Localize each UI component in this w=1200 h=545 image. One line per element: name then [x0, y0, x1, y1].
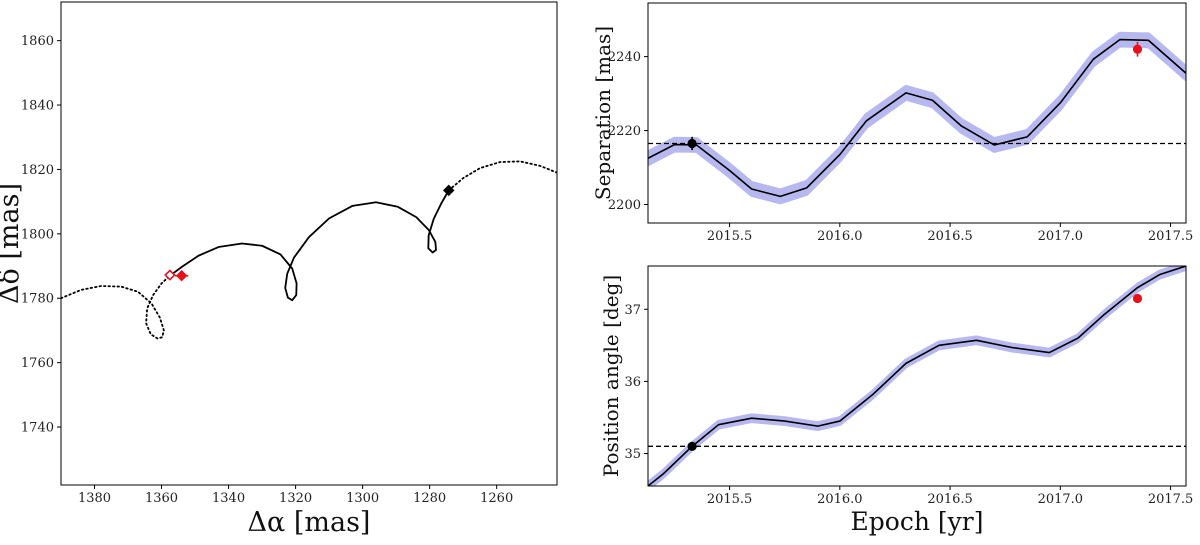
sky-xtick-label: 1260 — [480, 491, 513, 506]
pa-obs-point — [1132, 293, 1143, 304]
sep-obs-point — [1132, 44, 1143, 54]
sky-ytick-label: 1860 — [21, 34, 54, 49]
sep-xtick-label: 2016.5 — [927, 229, 973, 244]
pa-xtick-label: 2015.5 — [707, 492, 753, 507]
sky-ytick-label: 1800 — [21, 227, 54, 242]
sky-ytick-label: 1780 — [21, 292, 54, 307]
sky-panel: 1380 1360 1340 1320 1300 1280 1260 1740 1760 1780… — [0, 1, 558, 538]
sky-plot-area — [61, 160, 557, 340]
pa-ytick-label: 37 — [624, 303, 641, 318]
sky-xtick-label: 1300 — [346, 491, 379, 506]
sep-uncertainty-band — [648, 31, 1186, 205]
pa-ytick-label: 36 — [624, 375, 641, 390]
sep-ylabel: Separation [mas] — [591, 26, 615, 200]
sky-xtick-label: 1360 — [145, 491, 178, 506]
pa-ytick-label: 35 — [624, 447, 641, 462]
pa-panel: 2015.5 2016.0 2016.5 2017.0 2017.5 35 36 37 Epoc… — [599, 265, 1194, 536]
pa-xtick-label: 2017.5 — [1148, 492, 1194, 507]
pa-xtick-label: 2016.5 — [927, 492, 973, 507]
pa-xtick-label: 2017.0 — [1038, 492, 1084, 507]
sep-xtick-label: 2017.0 — [1038, 229, 1084, 244]
sep-ref-point — [687, 138, 697, 149]
pa-xtick-label: 2016.0 — [817, 492, 863, 507]
pa-xlabel: Epoch [yr] — [851, 507, 984, 536]
pa-plot-area — [648, 266, 1186, 486]
sky-future-dotted-line — [447, 160, 557, 192]
sky-ytick-label: 1820 — [21, 163, 54, 178]
sep-panel: 2015.5 2016.0 2016.5 2017.0 2017.5 2200 2220 22… — [591, 2, 1194, 244]
sky-xtick-label: 1380 — [78, 491, 111, 506]
pa-uncertainty-band — [648, 266, 1186, 486]
sky-frame — [60, 1, 558, 486]
sep-plot-area — [648, 31, 1186, 205]
sky-ytick-label: 1740 — [21, 421, 54, 436]
sky-ytick-label: 1840 — [21, 99, 54, 114]
sep-xtick-label: 2017.5 — [1148, 229, 1194, 244]
sep-ytick-label: 2220 — [608, 124, 641, 139]
sky-ylabel: Δδ [mas] — [0, 183, 25, 304]
pa-frame — [647, 265, 1187, 487]
sep-frame — [647, 2, 1187, 224]
sky-fitted-orbit-line — [169, 189, 450, 302]
sep-xtick-label: 2015.5 — [707, 229, 753, 244]
sky-ytick-label: 1760 — [21, 356, 54, 371]
sky-xlabel: Δα [mas] — [248, 507, 371, 538]
sep-xtick-label: 2016.0 — [817, 229, 863, 244]
sep-ytick-label: 2200 — [608, 198, 641, 213]
sky-red-open-marker — [164, 269, 176, 281]
sky-black-filled-marker — [443, 184, 455, 197]
sky-xtick-label: 1320 — [279, 491, 312, 506]
sky-xtick-label: 1340 — [212, 491, 245, 506]
sep-model-curve — [648, 38, 1186, 198]
pa-ylabel: Position angle [deg] — [599, 275, 623, 477]
sep-ytick-label: 2240 — [608, 50, 641, 65]
sky-xtick-label: 1280 — [413, 491, 446, 506]
pa-ref-point — [687, 441, 697, 451]
pa-model-curve — [648, 266, 1186, 486]
sky-past-dotted-line — [61, 274, 171, 340]
sky-red-filled-marker — [175, 269, 188, 282]
